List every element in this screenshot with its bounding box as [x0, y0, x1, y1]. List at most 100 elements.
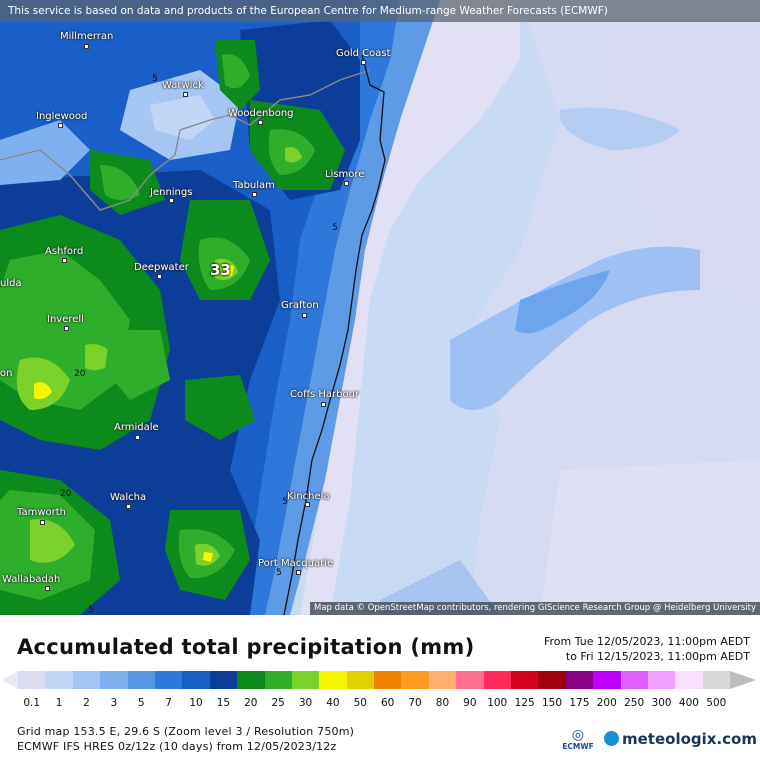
period-from: From Tue 12/05/2023, 11:00pm AEDT: [544, 635, 750, 648]
color-swatch: [319, 671, 347, 689]
precipitation-field: [0, 0, 760, 615]
color-swatch: [401, 671, 429, 689]
ecmwf-logo-text: ECMWF: [562, 742, 594, 751]
city-label-armidale: Armidale: [114, 422, 159, 433]
peak-value-label: 33: [210, 261, 231, 279]
city-label-millmerran: Millmerran: [60, 31, 114, 42]
scale-tick-label: 2: [83, 697, 90, 709]
color-swatch: [483, 671, 512, 689]
scale-tick-label: 25: [271, 697, 285, 709]
city-marker: [183, 92, 188, 97]
color-swatch: [702, 671, 731, 689]
ecmwf-logo[interactable]: ◎ ECMWF: [560, 728, 596, 751]
period-to: to Fri 12/15/2023, 11:00pm AEDT: [565, 650, 750, 663]
city-label-partial: on: [0, 368, 13, 379]
scale-tick-label: 125: [514, 697, 535, 709]
scale-tick-label: 15: [216, 697, 231, 709]
legend-title: Accumulated total precipitation (mm): [17, 635, 475, 659]
meteologix-logo[interactable]: meteologix.com: [604, 730, 757, 748]
scale-tick-label: 60: [381, 697, 395, 709]
city-label-grafton: Grafton: [281, 300, 319, 311]
city-label-inglewood: Inglewood: [36, 111, 88, 122]
scale-tick-label: 7: [165, 697, 172, 709]
city-label-deepwater: Deepwater: [134, 262, 189, 273]
scale-tick-label: 80: [435, 697, 450, 709]
city-marker: [40, 520, 45, 525]
city-label-warwick: Warwick: [162, 80, 204, 91]
contour-label: 5: [332, 223, 338, 233]
color-swatch: [647, 671, 676, 689]
color-swatch: [18, 671, 46, 689]
legend-panel: Accumulated total precipitation (mm) Fro…: [0, 615, 760, 760]
city-label-partial: ulda: [0, 278, 22, 289]
legend-arrow-left: [2, 671, 18, 689]
ecmwf-logo-icon: ◎: [571, 727, 585, 743]
scale-tick-label: 70: [408, 697, 422, 709]
city-label-coffs-harbour: Coffs Harbour: [290, 389, 360, 400]
scale-tick-label: 500: [706, 697, 727, 709]
city-marker: [157, 274, 162, 279]
legend-arrow-right: [730, 671, 756, 689]
color-scale-bar: [18, 671, 731, 689]
city-label-gold-coast: Gold Coast: [336, 48, 391, 59]
scale-tick-label: 150: [541, 697, 563, 709]
city-marker: [258, 120, 263, 125]
city-marker: [321, 402, 326, 407]
city-marker: [135, 435, 140, 440]
contour-label: 5: [276, 568, 282, 578]
city-label-lismore: Lismore: [325, 169, 365, 180]
city-label-walcha: Walcha: [110, 492, 147, 503]
color-swatch: [45, 671, 73, 689]
scale-tick-label: 250: [624, 697, 645, 709]
color-swatch: [538, 671, 566, 689]
city-marker: [169, 198, 174, 203]
city-marker: [305, 502, 310, 507]
color-swatch: [264, 671, 292, 689]
city-marker: [361, 60, 366, 65]
city-marker: [344, 181, 349, 186]
city-marker: [84, 44, 89, 49]
city-marker: [126, 504, 131, 509]
city-marker: [252, 192, 257, 197]
scale-tick-label: 100: [487, 697, 508, 709]
color-swatch: [620, 671, 648, 689]
contour-label: 20: [74, 369, 86, 379]
model-info: ECMWF IFS HRES 0z/12z (10 days) from 12/…: [17, 740, 337, 753]
color-swatch: [456, 671, 484, 689]
city-label-ashford: Ashford: [45, 246, 84, 257]
city-marker: [302, 313, 307, 318]
precipitation-map[interactable]: This service is based on data and produc…: [0, 0, 760, 615]
city-label-tamworth: Tamworth: [17, 507, 66, 518]
color-swatch: [209, 671, 238, 689]
grid-info: Grid map 153.5 E, 29.6 S (Zoom level 3 /…: [17, 725, 355, 738]
city-label-kinchela: Kinchela: [287, 491, 330, 502]
city-label-woodenbong: Woodenbong: [228, 108, 294, 119]
scale-tick-label: 5: [137, 697, 145, 709]
scale-tick-label: 10: [189, 697, 203, 709]
scale-tick-label: 400: [678, 697, 699, 709]
city-marker: [296, 570, 301, 575]
scale-tick-label: 300: [651, 697, 672, 709]
color-swatch: [565, 671, 594, 689]
scale-tick-label: 175: [569, 697, 590, 709]
scale-tick-label: 1: [55, 697, 63, 709]
contour-label: 5: [88, 605, 94, 615]
scale-tick-label: 200: [596, 697, 617, 709]
color-swatch: [237, 671, 265, 689]
scale-tick-label: 30: [298, 697, 313, 709]
color-swatch: [100, 671, 128, 689]
city-label-tabulam: Tabulam: [233, 180, 275, 191]
color-swatch: [593, 671, 621, 689]
color-swatch: [127, 671, 155, 689]
map-attribution[interactable]: Map data © OpenStreetMap contributors, r…: [310, 602, 760, 615]
contour-label: 5: [152, 74, 158, 84]
color-swatch: [72, 671, 101, 689]
city-label-inverell: Inverell: [47, 314, 84, 325]
color-swatch: [346, 671, 375, 689]
city-label-jennings: Jennings: [150, 187, 193, 198]
color-swatch: [675, 671, 703, 689]
contour-label: 5: [282, 497, 288, 507]
scale-tick-label: 40: [326, 697, 340, 709]
scale-tick-label: 20: [244, 697, 258, 709]
color-swatch: [511, 671, 539, 689]
